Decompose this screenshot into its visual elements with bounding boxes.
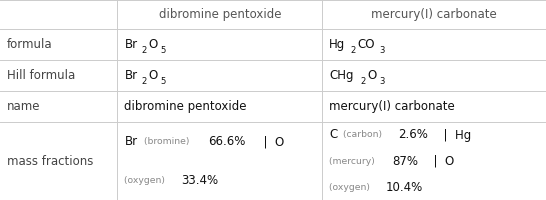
Text: CO: CO — [357, 38, 375, 51]
Text: Br: Br — [124, 69, 138, 82]
Text: 2: 2 — [350, 46, 355, 55]
Text: 2: 2 — [141, 46, 147, 55]
Text: (mercury): (mercury) — [329, 157, 378, 166]
Text: O: O — [368, 69, 377, 82]
Text: 2.6%: 2.6% — [398, 129, 428, 142]
Text: Br: Br — [124, 38, 138, 51]
Text: mercury(I) carbonate: mercury(I) carbonate — [371, 8, 497, 21]
Text: formula: formula — [7, 38, 53, 51]
Text: C: C — [329, 129, 337, 142]
Text: 33.4%: 33.4% — [181, 174, 218, 187]
Text: 5: 5 — [161, 46, 165, 55]
Text: dibromine pentoxide: dibromine pentoxide — [124, 100, 247, 113]
Text: 87%: 87% — [392, 155, 418, 168]
Text: |  Hg: | Hg — [436, 129, 472, 142]
Text: 2: 2 — [141, 77, 147, 86]
Text: 10.4%: 10.4% — [386, 181, 423, 194]
Text: (carbon): (carbon) — [340, 131, 385, 140]
Text: mass fractions: mass fractions — [7, 155, 93, 168]
Text: mercury(I) carbonate: mercury(I) carbonate — [329, 100, 455, 113]
Text: Br: Br — [124, 135, 138, 148]
Text: 5: 5 — [161, 77, 165, 86]
Text: |  O: | O — [426, 155, 454, 168]
Text: O: O — [149, 69, 158, 82]
Text: 3: 3 — [379, 46, 385, 55]
Text: (oxygen): (oxygen) — [124, 176, 168, 185]
Text: (bromine): (bromine) — [141, 137, 193, 146]
Text: name: name — [7, 100, 40, 113]
Text: Hg: Hg — [329, 38, 346, 51]
Text: CHg: CHg — [329, 69, 354, 82]
Text: 66.6%: 66.6% — [207, 135, 245, 148]
Text: (oxygen): (oxygen) — [329, 183, 373, 192]
Text: dibromine pentoxide: dibromine pentoxide — [158, 8, 281, 21]
Text: O: O — [149, 38, 158, 51]
Text: Hill formula: Hill formula — [7, 69, 75, 82]
Text: |  O: | O — [256, 135, 284, 148]
Text: 3: 3 — [379, 77, 385, 86]
Text: 2: 2 — [361, 77, 366, 86]
